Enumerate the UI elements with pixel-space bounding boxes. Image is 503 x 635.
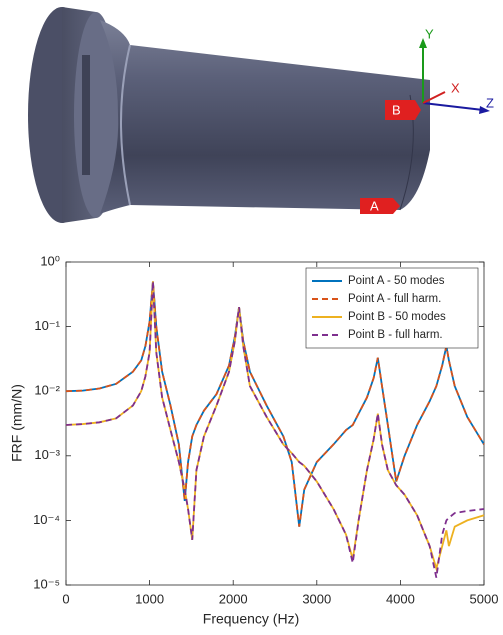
axis-label: Z bbox=[486, 95, 494, 110]
model-render: A B X Y Z bbox=[28, 7, 494, 223]
series-line bbox=[65, 281, 485, 578]
y-tick-label: 10⁰ bbox=[40, 253, 60, 268]
legend-label: Point B - 50 modes bbox=[348, 311, 446, 323]
x-tick-label: 4000 bbox=[386, 591, 415, 606]
x-tick-label: 3000 bbox=[302, 591, 331, 606]
x-tick-label: 2000 bbox=[219, 591, 248, 606]
y-tick-label: 10⁻² bbox=[34, 383, 60, 398]
x-tick-label: 5000 bbox=[470, 591, 499, 606]
x-tick-label: 1000 bbox=[135, 591, 164, 606]
axis-label: Y bbox=[425, 26, 434, 41]
y-tick-label: 10⁻⁴ bbox=[33, 512, 60, 527]
y-axis-title: FRF (mm/N) bbox=[9, 384, 25, 462]
legend-label: Point B - full harm. bbox=[348, 329, 443, 341]
legend-label: Point A - full harm. bbox=[348, 293, 441, 305]
x-axis-title: Frequency (Hz) bbox=[203, 611, 299, 627]
legend-label: Point A - 50 modes bbox=[348, 275, 445, 287]
point-label: A bbox=[370, 198, 379, 213]
x-tick-label: 0 bbox=[62, 591, 69, 606]
y-tick-label: 10⁻¹ bbox=[34, 318, 60, 333]
y-tick-label: 10⁻³ bbox=[34, 447, 60, 462]
axis-label: X bbox=[451, 80, 460, 95]
y-tick-label: 10⁻⁵ bbox=[33, 576, 60, 591]
point-label: B bbox=[392, 102, 401, 117]
